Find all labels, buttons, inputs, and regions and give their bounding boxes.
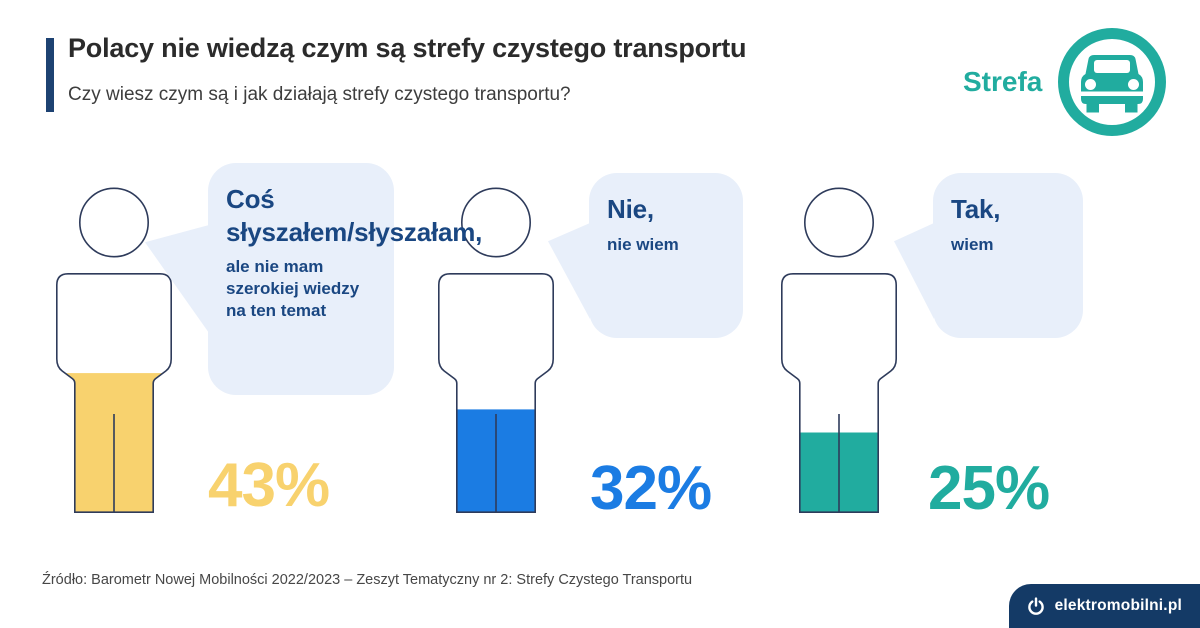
brand-badge: elektromobilni.pl (1008, 584, 1200, 628)
answer-sublabel: nie wiem (607, 234, 679, 254)
answer-label: Coś słyszałem/słyszałam, (226, 184, 483, 247)
page-title: Polacy nie wiedzą czym są strefy czysteg… (68, 33, 747, 63)
person-icon (781, 187, 897, 513)
percent-value-heard-something: 43% (208, 451, 330, 520)
percent-value-no: 32% (590, 454, 712, 523)
title-accent-bar (46, 38, 54, 112)
speech-bubble-heard-something: Coś słyszałem/słyszałam, ale nie mam sze… (145, 163, 483, 395)
answer-label: Nie, (607, 194, 654, 224)
source-note: Źródło: Barometr Nowej Mobilności 2022/2… (42, 572, 693, 588)
person-icon (438, 187, 554, 513)
strefa-logo-label: Strefa (963, 66, 1043, 97)
answer-sublabel: ale nie mam szerokiej wiedzy na ten tema… (226, 257, 360, 321)
speech-bubble-tail (548, 223, 590, 319)
percent-value-yes: 25% (928, 454, 1050, 523)
person-icon (56, 187, 172, 513)
answer-label: Tak, (951, 194, 1001, 224)
speech-bubble-no: Nie, nie wiem (548, 173, 743, 338)
page-subtitle: Czy wiesz czym są i jak działają strefy … (68, 84, 571, 105)
power-icon (1027, 597, 1044, 615)
person-pictogram-yes (781, 185, 897, 515)
speech-bubble-tail (894, 223, 934, 319)
speech-bubble-yes: Tak, wiem (894, 173, 1083, 338)
clean-transport-zone-car-icon (1058, 28, 1166, 136)
answer-sublabel: wiem (951, 234, 994, 254)
brand-label: elektromobilni.pl (1054, 597, 1182, 614)
person-pictogram-no (438, 185, 554, 515)
person-pictogram-heard-something (56, 185, 172, 515)
